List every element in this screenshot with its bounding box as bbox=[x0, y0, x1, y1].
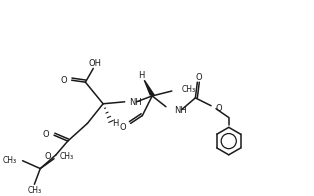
Text: H: H bbox=[112, 119, 118, 128]
Text: O: O bbox=[45, 152, 51, 161]
Text: O: O bbox=[60, 76, 67, 85]
Text: NH: NH bbox=[174, 106, 187, 115]
Text: O: O bbox=[195, 73, 202, 82]
Text: CH₃: CH₃ bbox=[3, 156, 17, 165]
Text: O: O bbox=[42, 130, 49, 139]
Text: O: O bbox=[216, 104, 223, 113]
Text: H: H bbox=[138, 71, 144, 80]
Text: CH₃: CH₃ bbox=[27, 186, 41, 195]
Text: O: O bbox=[119, 123, 126, 132]
Text: CH₃: CH₃ bbox=[181, 84, 196, 93]
Polygon shape bbox=[144, 80, 154, 95]
Text: OH: OH bbox=[89, 59, 102, 68]
Text: CH₃: CH₃ bbox=[60, 152, 74, 161]
Text: NH: NH bbox=[130, 98, 142, 107]
